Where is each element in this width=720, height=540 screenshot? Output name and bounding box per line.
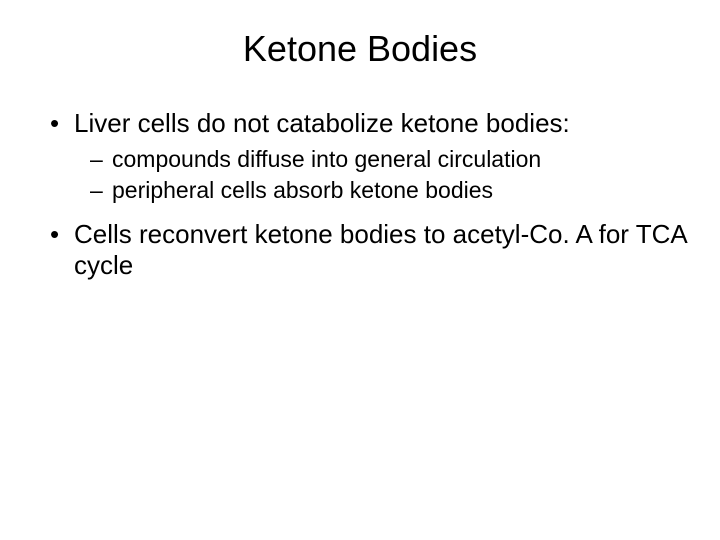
bullet-item: Liver cells do not catabolize ketone bod…: [50, 108, 690, 139]
bullet-item: Cells reconvert ketone bodies to acetyl-…: [50, 219, 690, 281]
sub-bullet-item: compounds diffuse into general circulati…: [90, 145, 690, 174]
sub-bullet-item: peripheral cells absorb ketone bodies: [90, 176, 690, 205]
slide: Ketone Bodies Liver cells do not catabol…: [0, 0, 720, 540]
bullet-text: peripheral cells absorb ketone bodies: [112, 177, 493, 203]
bullet-text: compounds diffuse into general circulati…: [112, 146, 541, 172]
bullet-text: Cells reconvert ketone bodies to acetyl-…: [74, 219, 686, 280]
slide-title: Ketone Bodies: [30, 28, 690, 70]
bullet-text: Liver cells do not catabolize ketone bod…: [74, 108, 570, 138]
